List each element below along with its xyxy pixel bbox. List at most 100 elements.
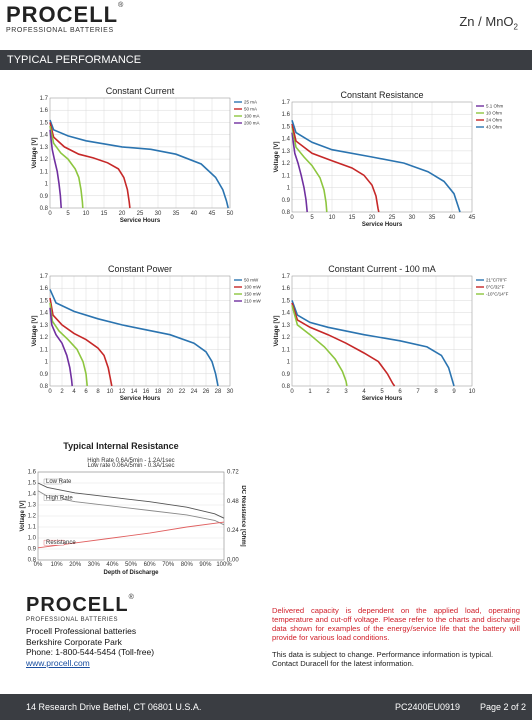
y-tick-label: 1.1 — [282, 347, 291, 353]
x-tick-label: 5 — [380, 389, 384, 395]
y-tick-label: 1.1 — [40, 169, 49, 175]
series-label-high-rate: High Rate — [46, 496, 73, 502]
y-axis-label: Voltage [V] — [274, 316, 280, 347]
chart-constant-resistance: Constant Resistance 0.8 0.9 1 1.1 1.2 1.3 1.4 1.… — [270, 88, 510, 238]
chart-constant-power: Constant Power 0.8 0.9 1 1.1 1.2 1.3 1.4 1.5 1.6 1… — [28, 262, 268, 412]
x-axis-label: Service Hours — [120, 396, 161, 402]
y-tick-label: 0.8 — [282, 384, 291, 390]
x-tick-label: 7 — [416, 389, 420, 395]
x-tick-label: 20 — [167, 389, 174, 395]
footer-address: 14 Research Drive Bethel, CT 06801 U.S.A… — [26, 702, 202, 712]
series-line — [49, 307, 73, 387]
y2-tick-label: 0.00 — [227, 558, 239, 564]
x-tick-label: 2 — [60, 389, 64, 395]
x-tick-label: 30 — [155, 211, 162, 217]
x-tick-label: 30% — [88, 562, 101, 568]
x-tick-label: 8 — [434, 389, 438, 395]
x-tick-label: 12 — [119, 389, 126, 395]
x-tick-label: 90% — [199, 562, 212, 568]
legend-label: 150 mW — [244, 292, 262, 297]
chart-title: Constant Power — [108, 264, 172, 274]
y-tick-label: 1.5 — [282, 124, 291, 130]
legend-label: 5.1 Ohm — [486, 104, 504, 109]
x-tick-label: 25 — [389, 215, 396, 221]
x-tick-label: 60% — [144, 562, 157, 568]
y-axis-label: Voltage [V] — [274, 142, 280, 173]
y-tick-label: 1.2 — [40, 157, 49, 163]
x-tick-label: 0% — [34, 562, 43, 568]
y-tick-label: 1.0 — [28, 536, 37, 542]
x-tick-label: 10% — [51, 562, 64, 568]
y2-tick-label: 0.24 — [227, 528, 239, 534]
series-line — [49, 289, 219, 387]
label-box — [43, 495, 63, 501]
y-tick-label: 1.7 — [282, 274, 291, 280]
contact-address: Berkshire Corporate Park — [26, 636, 122, 647]
x-tick-label: 22 — [179, 389, 186, 395]
contact-tagline: PROFESSIONAL BATTERIES — [26, 617, 119, 623]
series-line — [49, 122, 131, 209]
x-tick-label: 24 — [191, 389, 198, 395]
y-tick-label: 1.4 — [282, 137, 291, 143]
y-tick-label: 1.2 — [40, 335, 49, 341]
y-tick-label: 1 — [45, 360, 49, 366]
y-tick-label: 1.7 — [282, 100, 291, 106]
x-tick-label: 50 — [227, 211, 234, 217]
contact-block: Procell Professional batteries Berkshire… — [26, 626, 154, 668]
y-tick-label: 1.7 — [40, 274, 49, 280]
legend-label: 100 mW — [244, 285, 262, 290]
y-tick-label: 0.8 — [40, 384, 49, 390]
plot-frame — [37, 471, 225, 561]
y-tick-label: 1.3 — [28, 503, 37, 509]
x-axis-label: Service Hours — [362, 222, 403, 228]
x-tick-label: 26 — [203, 389, 210, 395]
chemistry-label: Zn / MnO2 — [459, 14, 518, 32]
y-tick-label: 1.3 — [282, 323, 291, 329]
x-tick-label: 3 — [344, 389, 348, 395]
x-tick-label: 10 — [83, 211, 90, 217]
label-box — [43, 478, 63, 485]
y-tick-label: 1.2 — [282, 335, 291, 341]
x-tick-label: 1 — [308, 389, 312, 395]
y-tick-label: 1.6 — [40, 108, 49, 114]
x-tick-label: 5 — [66, 211, 70, 217]
x-axis-label: Depth of Discharge — [103, 570, 159, 576]
x-tick-label: 18 — [155, 389, 162, 395]
y-tick-label: 1 — [45, 182, 49, 188]
x-tick-label: 15 — [349, 215, 356, 221]
plot-frame — [49, 97, 231, 209]
x-tick-label: 15 — [101, 211, 108, 217]
y-axis-label: Voltage [V] — [20, 501, 26, 532]
y-tick-label: 0.9 — [28, 547, 37, 553]
x-tick-label: 28 — [215, 389, 222, 395]
x-tick-label: 20 — [119, 211, 126, 217]
series-line — [37, 482, 225, 519]
x-tick-label: 30 — [227, 389, 234, 395]
brand-logo: PROCELL® — [6, 2, 125, 27]
y-tick-label: 1.2 — [28, 514, 37, 520]
x-tick-label: 100% — [216, 562, 232, 568]
legend-label: 25 mA — [244, 100, 257, 105]
chart-constant-current-100ma: Constant Current - 100 mA 0.8 0.9 1 1.1 1.2 1.… — [270, 262, 510, 412]
y-tick-label: 1.6 — [28, 470, 37, 476]
legend-label: 43 Ohm — [486, 125, 502, 130]
y-tick-label: 0.9 — [282, 198, 291, 204]
y2-tick-label: 0.72 — [227, 470, 239, 476]
chart-title: Constant Current - 100 mA — [328, 264, 436, 274]
series-line — [49, 297, 113, 387]
y-tick-label: 1.7 — [40, 96, 49, 102]
series-line — [49, 129, 62, 209]
y-tick-label: 1.3 — [40, 323, 49, 329]
x-tick-label: 14 — [131, 389, 138, 395]
y-tick-label: 1.6 — [40, 286, 49, 292]
contact-link[interactable]: www.procell.com — [26, 657, 90, 668]
legend-label: 24 Ohm — [486, 118, 502, 123]
legend-label: -10°C/14°F — [486, 292, 509, 297]
x-tick-label: 25 — [137, 211, 144, 217]
series-label-resistance: Resistance — [46, 540, 76, 546]
data-disclaimer: This data is subject to change. Performa… — [272, 650, 494, 668]
y-axis-label: Voltage [V] — [32, 316, 38, 347]
x-tick-label: 20 — [369, 215, 376, 221]
y-tick-label: 1 — [287, 186, 291, 192]
x-tick-label: 6 — [84, 389, 88, 395]
